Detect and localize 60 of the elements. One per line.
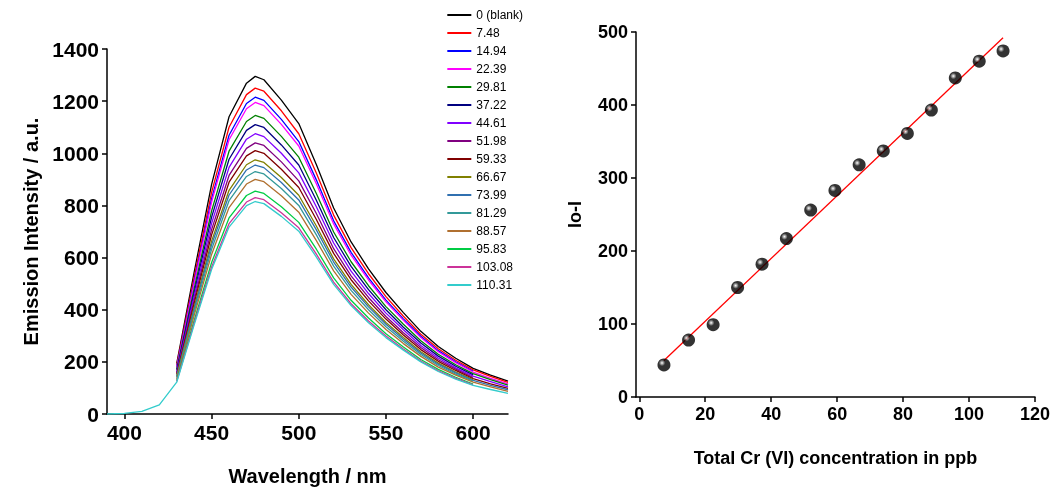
point [804, 203, 818, 217]
x-tick-label: 40 [761, 404, 782, 424]
point [852, 158, 866, 172]
point [924, 103, 938, 117]
x-tick-label: 80 [893, 404, 914, 424]
y-tick-label: 200 [597, 241, 628, 261]
point [900, 126, 914, 140]
legend-label: 59.33 [476, 152, 507, 166]
y-tick-label: 0 [617, 387, 628, 407]
legend-label: 14.94 [476, 44, 507, 58]
legend-label: 29.81 [476, 80, 507, 94]
y-tick-label: 400 [597, 95, 628, 115]
x-tick-label: 400 [106, 421, 142, 444]
legend-label: 81.29 [476, 206, 507, 220]
y-tick-label: 800 [63, 193, 99, 217]
legend-label: 22.39 [476, 62, 507, 76]
point [657, 358, 671, 372]
legend-label: 103.08 [476, 260, 514, 274]
y-tick-label: 300 [597, 168, 628, 188]
legend-label: 73.99 [476, 188, 507, 202]
y-tick-label: 400 [63, 298, 99, 322]
x-tick-label: 20 [695, 404, 716, 424]
legend-label: 66.67 [476, 170, 507, 184]
x-tick-label: 550 [368, 421, 404, 444]
x-tick-label: 600 [455, 421, 491, 444]
point [755, 257, 769, 271]
point [948, 71, 962, 85]
legend-label: 88.57 [476, 224, 507, 238]
legend-label: 110.31 [476, 278, 513, 292]
legend-label: 37.22 [476, 98, 507, 112]
x-tick-label: 120 [1019, 404, 1051, 424]
x-axis-title: Wavelength / nm [228, 465, 387, 487]
y-tick-label: 100 [597, 314, 628, 334]
x-tick-label: 500 [281, 421, 317, 444]
point [682, 333, 696, 347]
legend-label: 7.48 [476, 26, 500, 40]
point [996, 44, 1010, 58]
y-tick-label: 1000 [52, 141, 99, 165]
x-tick-label: 0 [634, 404, 645, 424]
x-axis-title: Total Cr (VI) concentration in ppb [693, 448, 978, 468]
y-axis-title: Emission Intensity / a.u. [20, 117, 43, 346]
point [972, 54, 986, 68]
point [876, 144, 890, 158]
y-tick-label: 600 [63, 246, 99, 270]
y-tick-label: 1200 [52, 89, 99, 113]
y-tick-label: 500 [597, 22, 628, 42]
legend-label: 51.98 [476, 134, 507, 148]
point [779, 232, 793, 246]
legend-label: 44.61 [476, 116, 507, 130]
legend-label: 95.83 [476, 242, 507, 256]
x-tick-label: 100 [954, 404, 985, 424]
y-axis-title: Io-I [565, 201, 585, 228]
y-tick-label: 1400 [52, 37, 99, 61]
x-tick-label: 450 [194, 421, 230, 444]
point [731, 281, 745, 294]
legend-label: 0 (blank) [476, 8, 523, 22]
point [706, 318, 720, 332]
point [828, 183, 842, 197]
y-tick-label: 200 [63, 350, 99, 374]
x-tick-label: 60 [827, 404, 848, 424]
